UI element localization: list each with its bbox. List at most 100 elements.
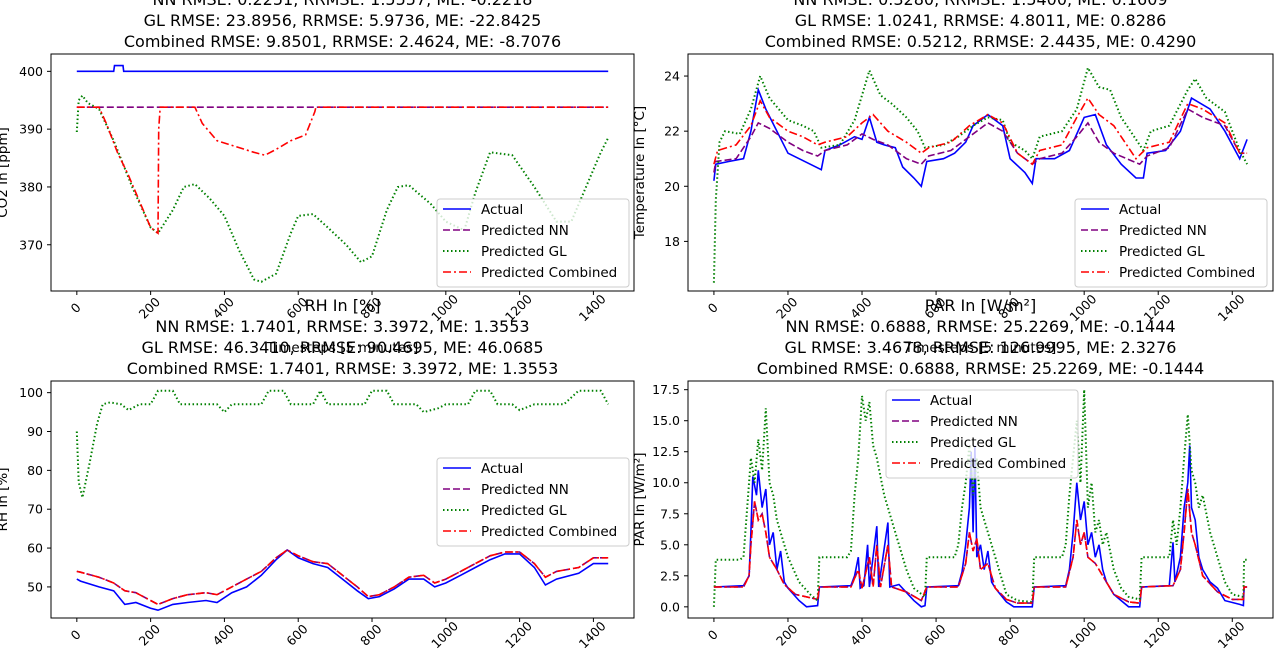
y-tick-label: 0.0 bbox=[660, 599, 680, 614]
legend-box bbox=[1074, 198, 1268, 288]
legend-label-combined: Predicted Combined bbox=[1119, 265, 1255, 281]
title-line-1: PAR In [W/m²] bbox=[925, 296, 1036, 315]
subplot-4: 0 200 400 600 800 1000 1200 1400 0.0 2.5 5.0 7.5 10.… bbox=[632, 296, 1274, 651]
legend-label-actual: Actual bbox=[1119, 202, 1161, 218]
y-tick-label: 90 bbox=[27, 424, 43, 439]
series-line-gl bbox=[712, 389, 1248, 607]
title-line-2: GL RMSE: 23.8956, RRMSE: 5.9736, ME: -22… bbox=[144, 11, 542, 30]
title-line-2: NN RMSE: 0.6888, RRMSE: 25.2269, ME: -0.… bbox=[785, 317, 1175, 336]
series-line-actual bbox=[76, 64, 609, 73]
x-tick-label: 0 bbox=[68, 627, 84, 643]
title-line-2: GL RMSE: 1.0241, RRMSE: 4.8011, ME: 0.82… bbox=[795, 11, 1167, 30]
x-tick-label: 400 bbox=[847, 621, 875, 649]
y-axis-label: CO2 In [ppm] bbox=[0, 127, 11, 218]
y-tick-label: 60 bbox=[27, 541, 43, 556]
legend-label-nn: Predicted NN bbox=[930, 414, 1018, 430]
x-tick-label: 1400 bbox=[576, 618, 609, 651]
axes-frame bbox=[687, 380, 1274, 619]
x-tick-label: 1000 bbox=[1066, 618, 1099, 651]
y-tick-label: 12.5 bbox=[652, 444, 680, 459]
y-tick-label: 5.0 bbox=[660, 537, 680, 552]
title-line-2: NN RMSE: 1.7401, RRMSE: 3.3972, ME: 1.35… bbox=[155, 317, 529, 336]
legend-label-combined: Predicted Combined bbox=[481, 524, 617, 540]
title-line-1: NN RMSE: 0.3280, RRMSE: 1.5400, ME: 0.16… bbox=[793, 0, 1167, 9]
x-tick-label: 0 bbox=[705, 300, 721, 316]
x-tick-label: 200 bbox=[136, 621, 164, 649]
y-tick-label: 7.5 bbox=[660, 506, 680, 521]
y-tick-label: 390 bbox=[19, 122, 43, 137]
series-line-combined bbox=[713, 96, 1248, 166]
legend-box bbox=[436, 457, 630, 547]
title-line-3: Combined RMSE: 0.5212, RRMSE: 2.4435, ME… bbox=[765, 32, 1197, 51]
x-tick-label: 0 bbox=[68, 300, 84, 316]
y-tick-label: 24 bbox=[664, 69, 680, 84]
x-axis-label: Timesteps [5 minutes] bbox=[266, 340, 419, 356]
legend-label-nn: Predicted NN bbox=[481, 482, 569, 498]
y-tick-label: 400 bbox=[19, 64, 43, 79]
axes-frame bbox=[50, 380, 635, 619]
legend-label-gl: Predicted GL bbox=[481, 503, 567, 519]
x-tick-label: 400 bbox=[210, 621, 238, 649]
series-line-actual bbox=[713, 445, 1248, 608]
series-line-actual bbox=[713, 86, 1248, 188]
x-tick-label: 1200 bbox=[1140, 618, 1173, 651]
legend-label-gl: Predicted GL bbox=[930, 435, 1016, 451]
y-tick-label: 370 bbox=[19, 237, 43, 252]
x-tick-label: 200 bbox=[773, 621, 801, 649]
series-line-combined bbox=[713, 488, 1248, 604]
axes-frame bbox=[687, 53, 1274, 292]
y-axis-label: PAR In [W/m²] bbox=[632, 452, 648, 546]
y-tick-label: 80 bbox=[27, 463, 43, 478]
title-line-3: Combined RMSE: 9.8501, RRMSE: 2.4624, ME… bbox=[124, 32, 561, 51]
legend: Actual Predicted NN Predicted GL Predicted … bbox=[885, 389, 1079, 479]
y-tick-label: 380 bbox=[19, 179, 43, 194]
y-tick-label: 2.5 bbox=[660, 568, 680, 583]
x-tick-label: 600 bbox=[921, 621, 949, 649]
x-tick-label: 0 bbox=[705, 627, 721, 643]
x-tick-label: 1400 bbox=[576, 291, 609, 324]
legend-label-gl: Predicted GL bbox=[481, 244, 567, 260]
legend: Actual Predicted NN Predicted GL Predicted … bbox=[436, 457, 630, 547]
y-tick-label: 20 bbox=[664, 179, 680, 194]
series-line-actual bbox=[76, 548, 609, 612]
subplot-2: 0 200 400 600 800 1000 1200 140018202224Tempera… bbox=[632, 0, 1274, 356]
x-tick-label: 1200 bbox=[502, 618, 535, 651]
y-tick-label: 18 bbox=[664, 234, 680, 249]
series-line-combined bbox=[76, 106, 609, 235]
y-tick-label: 70 bbox=[27, 502, 43, 517]
legend-label-actual: Actual bbox=[481, 461, 523, 477]
title-line-1: RH In [%] bbox=[305, 296, 381, 315]
legend: Actual Predicted NN Predicted GL Predicted … bbox=[1074, 198, 1268, 288]
legend-label-nn: Predicted NN bbox=[1119, 223, 1207, 239]
title-line-4: Combined RMSE: 1.7401, RRMSE: 3.3972, ME… bbox=[127, 359, 559, 378]
subplot-3: 0 200 400 600 800 1000 1200 1400 50 60 70 80 90 100 RH… bbox=[0, 296, 635, 651]
y-tick-label: 100 bbox=[19, 385, 43, 400]
legend-label-actual: Actual bbox=[481, 202, 523, 218]
series-line-nn bbox=[713, 107, 1248, 173]
legend: Actual Predicted NN Predicted GL Predicted … bbox=[436, 198, 630, 288]
legend-label-combined: Predicted Combined bbox=[930, 456, 1066, 472]
y-tick-label: 17.5 bbox=[652, 382, 680, 397]
legend-box bbox=[436, 198, 630, 288]
series-line-gl bbox=[75, 93, 610, 283]
x-tick-label: 1000 bbox=[428, 618, 461, 651]
legend-label-gl: Predicted GL bbox=[1119, 244, 1205, 260]
y-tick-label: 15.0 bbox=[652, 413, 680, 428]
title-line-3: GL RMSE: 46.3410, RRMSE: 90.4695, ME: 46… bbox=[141, 338, 543, 357]
title-line-3: GL RMSE: 3.4678, RRMSE: 126.9995, ME: 2.… bbox=[785, 338, 1177, 357]
x-tick-label: 800 bbox=[357, 621, 385, 649]
y-tick-label: 50 bbox=[27, 579, 43, 594]
legend-label-actual: Actual bbox=[930, 393, 972, 409]
series-line-combined bbox=[76, 549, 609, 606]
legend-label-nn: Predicted NN bbox=[481, 223, 569, 239]
x-tick-label: 1400 bbox=[1215, 618, 1248, 651]
y-tick-label: 10.0 bbox=[652, 475, 680, 490]
series-line-nn bbox=[76, 549, 609, 606]
title-line-4: Combined RMSE: 0.6888, RRMSE: 25.2269, M… bbox=[757, 359, 1204, 378]
x-tick-label: 1400 bbox=[1215, 291, 1248, 324]
x-tick-label: 800 bbox=[995, 621, 1023, 649]
title-line-1: NN RMSE: 0.2251, RRMSE: 1.5557, ME: -0.2… bbox=[153, 0, 533, 9]
x-tick-label: 600 bbox=[283, 621, 311, 649]
y-tick-label: 22 bbox=[664, 124, 680, 139]
